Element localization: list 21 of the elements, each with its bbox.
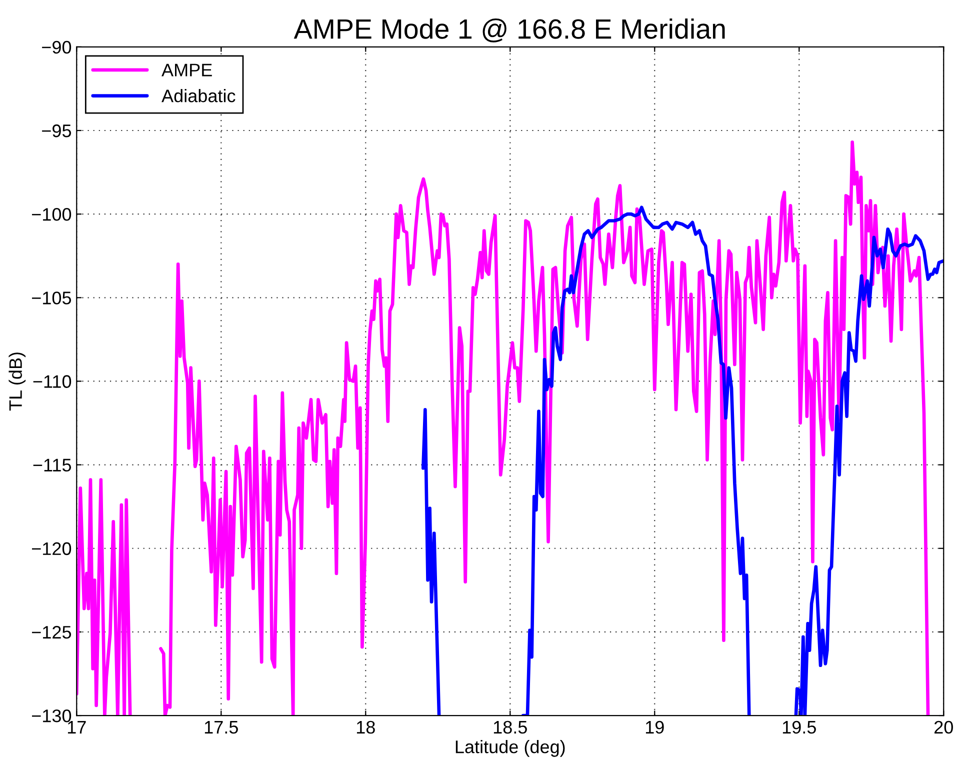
y-tick-label: −110 [33,375,72,388]
legend-label: Adiabatic [162,89,236,102]
y-tick-label: −120 [32,542,72,556]
x-tick-label: 18 [356,720,375,734]
x-tick-label: 18.5 [494,720,527,734]
legend-label: AMPE [162,64,212,76]
x-tick-label: 19.5 [782,720,816,734]
y-tick-label: −105 [32,292,72,304]
chart-title: AMPE Mode 1 @ 166.8 E Meridian [294,18,725,42]
x-tick-label: 19 [646,720,664,734]
y-tick-label: −90 [42,40,72,54]
x-tick-label: 17 [68,721,86,734]
y-axis-title: TL (dB) [8,352,26,411]
x-axis-title: Latitude (deg) [456,740,565,757]
y-tick-label: −115 [33,458,72,472]
y-tick-label: −95 [42,124,72,138]
x-tick-label: 20 [934,720,953,734]
y-tick-label: −125 [32,626,72,639]
y-tick-label: −130 [32,709,72,722]
x-tick-label: 17.5 [204,721,238,734]
y-tick-label: −100 [32,208,72,221]
